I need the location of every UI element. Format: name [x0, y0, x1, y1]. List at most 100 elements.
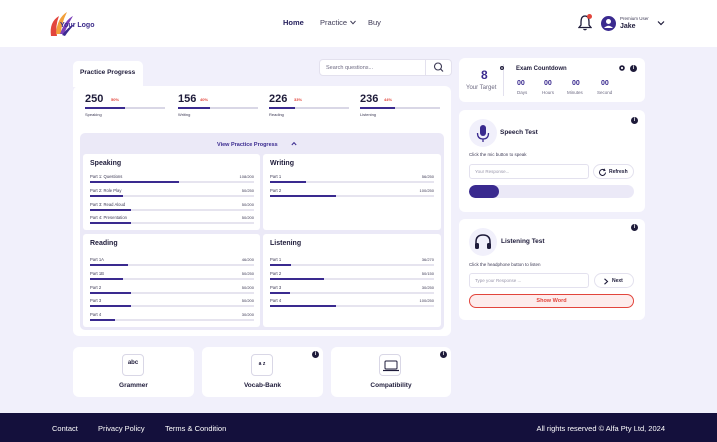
footer: Contact Privacy Policy Terms & Condition… [0, 413, 717, 442]
listening-instruction: Click the headphone button to listen [469, 262, 541, 267]
chevron-down-icon[interactable] [657, 20, 665, 26]
row-bar-fill [90, 278, 123, 280]
refresh-button[interactable]: Refresh [593, 164, 634, 179]
countdown-title: Exam Countdown [516, 66, 567, 72]
row-label: Part 3 [270, 285, 282, 290]
grammar-icon-text: abc [127, 360, 139, 366]
search-icon [433, 62, 444, 72]
row-bar [270, 278, 434, 280]
row-score: 30/200 [241, 312, 254, 317]
row-score: 50/200 [241, 285, 254, 290]
chevron-down-icon [350, 20, 357, 25]
row-bar [270, 264, 434, 266]
show-word-label: Show Word [536, 298, 567, 304]
tab-practice-progress[interactable]: Practice Progress [73, 61, 143, 87]
info-icon[interactable]: i [631, 224, 638, 231]
row-score: 30/250 [421, 285, 434, 290]
logo-icon[interactable] [47, 10, 97, 38]
footer-link-contact[interactable]: Contact [52, 424, 78, 433]
row-bar [270, 195, 434, 197]
mic-button[interactable] [469, 119, 497, 147]
row-bar [90, 181, 254, 183]
user-name: Jake [620, 23, 636, 30]
stat-value: 156 [178, 93, 197, 105]
stat-percent: 33% [294, 97, 303, 102]
speech-progress-bar [469, 185, 634, 198]
speech-response-placeholder: Your Response... [475, 169, 510, 174]
view-practice-progress-toggle[interactable]: View Practice Progress [217, 142, 278, 148]
info-icon[interactable]: i [631, 117, 638, 124]
next-label: Next [612, 278, 623, 284]
stat-bar [85, 107, 165, 109]
countdown-value: 00 [601, 80, 609, 87]
row-bar [270, 305, 434, 307]
row-bar [90, 222, 254, 224]
stat-percent: 44% [384, 97, 393, 102]
tool-grammer[interactable]: abc Grammer [73, 347, 194, 397]
row-bar-fill [90, 292, 131, 294]
stat-percent: 40% [200, 97, 209, 102]
row-score: 36/270 [421, 257, 434, 262]
row-label: Part 2 [90, 285, 102, 290]
headphone-button[interactable] [469, 228, 497, 256]
info-icon[interactable]: i [440, 351, 447, 358]
row-score: 50/250 [241, 188, 254, 193]
speech-instruction: Click the mic button to speak [469, 152, 527, 157]
footer-link-terms[interactable]: Terms & Condition [165, 424, 227, 433]
search-button[interactable] [425, 59, 451, 76]
row-score: 50/150 [421, 271, 434, 276]
stat-label: Reading [269, 112, 284, 117]
nav-practice[interactable]: Practice [320, 18, 357, 27]
refresh-label: Refresh [609, 169, 628, 175]
info-icon[interactable]: i [312, 351, 319, 358]
info-icon[interactable]: i [630, 65, 637, 72]
search-box[interactable]: Search questions... [319, 59, 452, 76]
speech-progress-fill [469, 185, 499, 198]
tool-label: Compatibility [370, 382, 412, 389]
row-label: Part 4 [90, 312, 102, 317]
stat-bar-fill [360, 107, 396, 109]
settings-icon[interactable] [618, 64, 626, 72]
logo-text: Your Logo [60, 22, 95, 29]
row-label: Part 1 [270, 174, 282, 179]
footer-link-privacy[interactable]: Privacy Policy [98, 424, 145, 433]
row-bar-fill [90, 264, 128, 266]
divider [503, 64, 504, 96]
row-bar-fill [270, 181, 307, 183]
row-label: Part 1: Questions [90, 174, 123, 179]
tool-compatibility[interactable]: Compatibility i [331, 347, 451, 397]
row-label: Part 2 [270, 188, 282, 193]
avatar[interactable] [601, 16, 616, 31]
row-label: Part 1A [90, 257, 104, 262]
row-bar [90, 305, 254, 307]
row-bar [90, 278, 254, 280]
row-bar-fill [270, 195, 336, 197]
stat-percent: 50% [111, 97, 120, 102]
row-bar-fill [90, 195, 123, 197]
notification-dot [587, 14, 592, 19]
row-score: 50/200 [241, 202, 254, 207]
row-label: Part 2: Role Play [90, 188, 122, 193]
row-score: 100/250 [419, 298, 434, 303]
laptop-svg [383, 360, 399, 372]
stat-bar [269, 107, 349, 109]
row-label: Part 2 [270, 271, 282, 276]
search-input[interactable]: Search questions... [326, 65, 374, 71]
copyright-text: All rights reserved © Alfa Pty Ltd, 2024 [536, 424, 665, 433]
microphone-icon [476, 125, 490, 142]
nav-buy[interactable]: Buy [368, 18, 381, 27]
tool-vocab-bank[interactable]: a z Vocab-Bank i [202, 347, 323, 397]
countdown-unit: Second [597, 90, 613, 95]
nav-home[interactable]: Home [283, 18, 304, 27]
gear-icon[interactable] [499, 65, 505, 71]
stat-value: 226 [269, 93, 288, 105]
row-bar [270, 292, 434, 294]
row-bar [90, 264, 254, 266]
vocab-bank-icon: a z [251, 354, 273, 376]
next-button[interactable]: Next [594, 273, 634, 288]
user-plan: Premium User [620, 16, 649, 21]
listening-response-input[interactable]: Type your Response ... [469, 273, 589, 288]
show-word-button[interactable]: Show Word [469, 294, 634, 308]
chevron-up-icon[interactable] [291, 141, 297, 147]
speech-response-input[interactable]: Your Response... [469, 164, 589, 179]
